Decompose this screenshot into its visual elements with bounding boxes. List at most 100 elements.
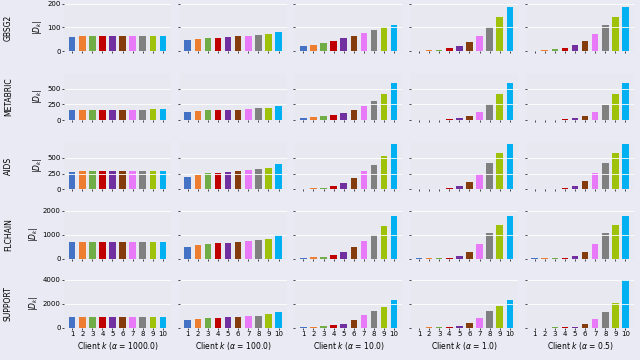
Bar bbox=[119, 36, 126, 51]
Bar bbox=[371, 165, 378, 189]
Bar bbox=[371, 30, 378, 51]
X-axis label: Client $k$ ($\alpha$ = 1000.0): Client $k$ ($\alpha$ = 1000.0) bbox=[77, 340, 158, 352]
Y-axis label: |$D_k$|: |$D_k$| bbox=[31, 89, 44, 104]
Bar bbox=[602, 163, 609, 189]
Bar bbox=[541, 50, 548, 51]
Bar bbox=[69, 317, 76, 328]
Bar bbox=[320, 257, 327, 258]
Bar bbox=[351, 110, 357, 120]
Bar bbox=[159, 171, 166, 189]
Bar bbox=[562, 188, 568, 189]
Bar bbox=[310, 45, 317, 51]
Bar bbox=[476, 174, 483, 189]
Bar bbox=[391, 216, 397, 258]
Bar bbox=[265, 108, 272, 120]
Bar bbox=[150, 36, 156, 51]
Bar bbox=[99, 317, 106, 328]
Bar bbox=[572, 118, 579, 120]
Bar bbox=[592, 112, 598, 120]
Bar bbox=[506, 300, 513, 328]
Text: FLCHAIN: FLCHAIN bbox=[4, 218, 13, 251]
Bar bbox=[361, 315, 367, 328]
Bar bbox=[265, 315, 272, 328]
Bar bbox=[235, 242, 241, 258]
Bar bbox=[466, 252, 473, 258]
Bar bbox=[456, 118, 463, 120]
Bar bbox=[255, 35, 262, 51]
Y-axis label: |$D_k$|: |$D_k$| bbox=[31, 20, 44, 35]
Bar bbox=[456, 46, 463, 51]
Text: AIDS: AIDS bbox=[4, 157, 13, 175]
Text: SUPPORT: SUPPORT bbox=[4, 286, 13, 321]
Bar bbox=[466, 116, 473, 120]
Bar bbox=[255, 240, 262, 258]
Bar bbox=[184, 112, 191, 120]
Bar bbox=[89, 36, 95, 51]
Bar bbox=[330, 325, 337, 328]
Bar bbox=[340, 38, 347, 51]
Bar bbox=[245, 241, 252, 258]
Bar bbox=[552, 49, 558, 51]
Bar bbox=[205, 38, 211, 51]
Y-axis label: |$D_k$|: |$D_k$| bbox=[27, 227, 40, 242]
Bar bbox=[225, 317, 232, 328]
Bar bbox=[330, 255, 337, 258]
Bar bbox=[109, 109, 116, 120]
X-axis label: Client $k$ ($\alpha$ = 100.0): Client $k$ ($\alpha$ = 100.0) bbox=[195, 340, 271, 352]
Bar bbox=[622, 216, 628, 258]
Bar bbox=[69, 110, 76, 120]
Bar bbox=[486, 234, 493, 258]
Bar bbox=[572, 327, 579, 328]
Bar bbox=[159, 242, 166, 258]
Bar bbox=[572, 45, 579, 51]
Bar bbox=[184, 177, 191, 189]
Bar bbox=[361, 241, 367, 258]
Bar bbox=[205, 244, 211, 258]
Bar bbox=[622, 7, 628, 51]
Bar bbox=[99, 171, 106, 189]
Bar bbox=[602, 234, 609, 258]
Bar bbox=[582, 324, 588, 328]
Bar bbox=[119, 109, 126, 120]
Bar bbox=[486, 104, 493, 120]
Bar bbox=[225, 172, 232, 189]
Bar bbox=[245, 170, 252, 189]
Bar bbox=[235, 36, 241, 51]
Bar bbox=[300, 118, 307, 120]
Bar bbox=[69, 242, 76, 258]
Bar bbox=[320, 43, 327, 51]
Bar bbox=[245, 316, 252, 328]
Bar bbox=[456, 186, 463, 189]
Bar bbox=[310, 327, 317, 328]
Bar bbox=[109, 171, 116, 189]
Bar bbox=[476, 36, 483, 51]
Bar bbox=[497, 153, 503, 189]
Bar bbox=[506, 84, 513, 120]
Bar bbox=[391, 144, 397, 189]
Bar bbox=[275, 106, 282, 120]
Bar bbox=[381, 94, 387, 120]
Bar bbox=[129, 317, 136, 328]
Bar bbox=[275, 312, 282, 328]
Bar bbox=[140, 242, 146, 258]
Bar bbox=[150, 242, 156, 258]
Bar bbox=[159, 109, 166, 120]
Bar bbox=[320, 327, 327, 328]
Bar bbox=[225, 37, 232, 51]
Bar bbox=[506, 144, 513, 189]
Bar bbox=[140, 109, 146, 120]
Y-axis label: |$D_k$|: |$D_k$| bbox=[31, 158, 44, 173]
Bar bbox=[361, 171, 367, 189]
Bar bbox=[205, 173, 211, 189]
Bar bbox=[255, 170, 262, 189]
Bar bbox=[300, 327, 307, 328]
Bar bbox=[446, 48, 452, 51]
Bar bbox=[330, 114, 337, 120]
Bar bbox=[69, 37, 76, 51]
Bar bbox=[572, 256, 579, 258]
Bar bbox=[436, 50, 442, 51]
Bar bbox=[255, 108, 262, 120]
Bar bbox=[476, 318, 483, 328]
Bar bbox=[184, 247, 191, 258]
Bar bbox=[426, 50, 433, 51]
